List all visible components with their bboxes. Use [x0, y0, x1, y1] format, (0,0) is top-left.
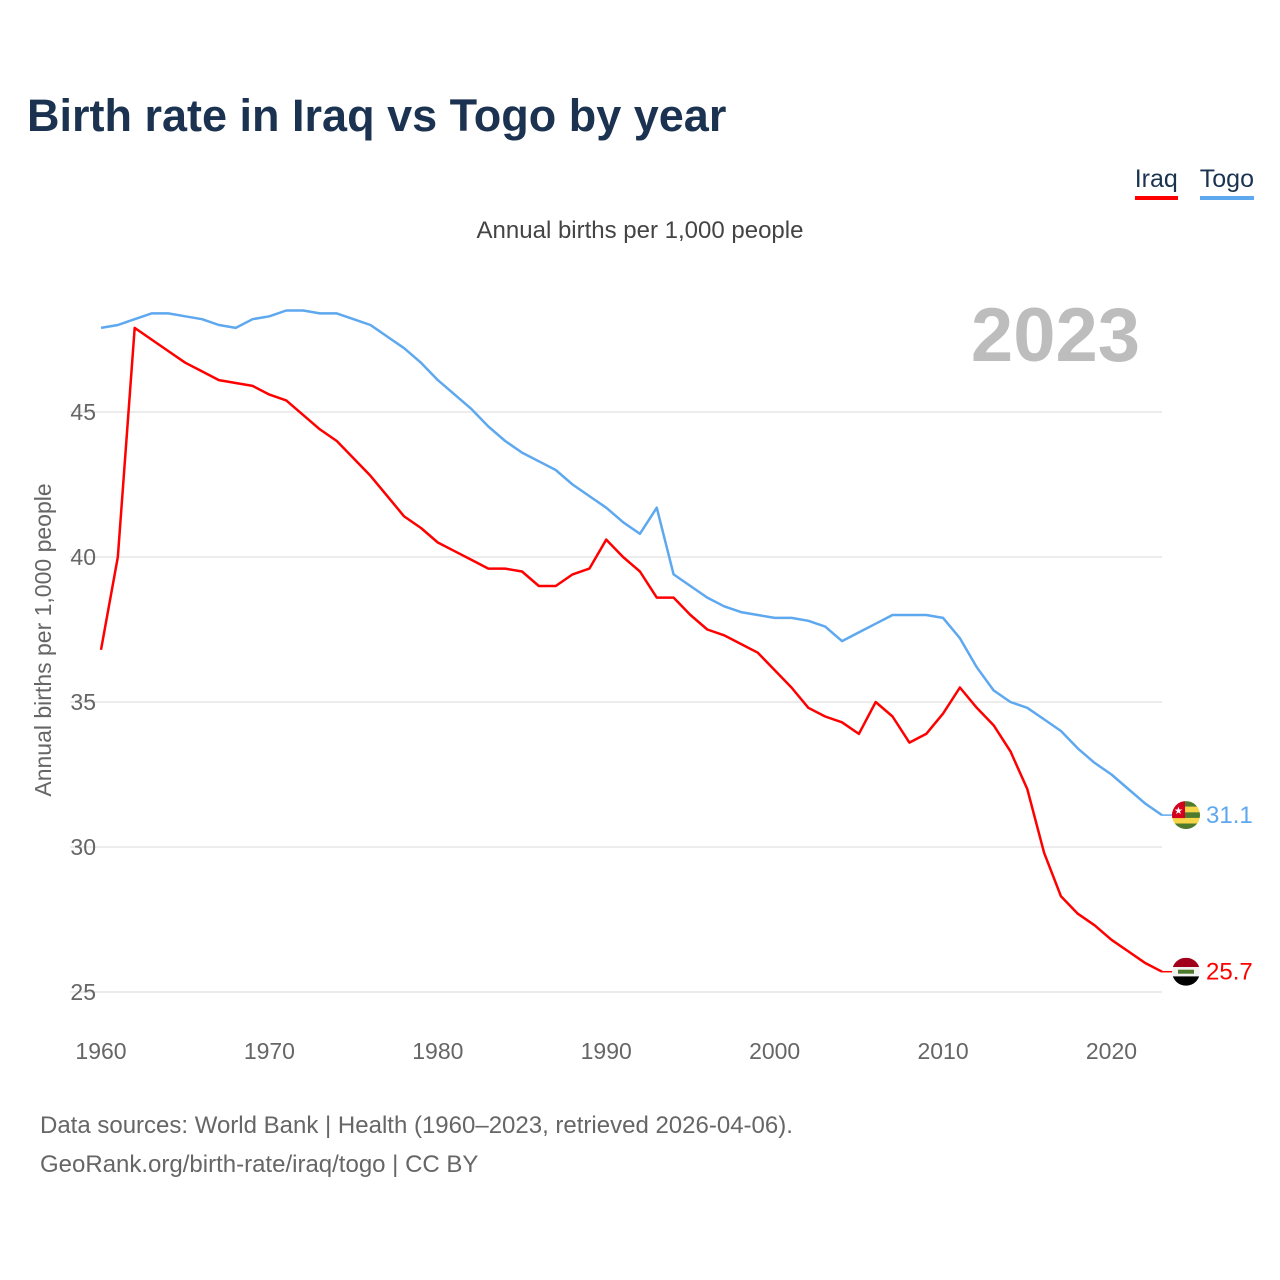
chart-subtitle: Annual births per 1,000 people — [476, 217, 804, 244]
source-line-1: Data sources: World Bank | Health (1960–… — [40, 1112, 793, 1139]
x-tick-label: 1990 — [581, 1038, 632, 1064]
y-tick-label: 40 — [70, 544, 96, 570]
x-tick-label: 1960 — [75, 1038, 126, 1064]
x-tick-label: 2020 — [1086, 1038, 1137, 1064]
y-tick-label: 45 — [70, 399, 96, 425]
togo-flag-icon: ★ — [1172, 801, 1200, 830]
chart-title: Birth rate in Iraq vs Togo by year — [27, 90, 727, 141]
current-year-label: 2023 — [970, 293, 1140, 378]
series-line-iraq — [99, 326, 1163, 973]
legend: Iraq Togo — [1134, 165, 1254, 200]
y-axis-label: Annual births per 1,000 people — [30, 483, 56, 796]
togo-end-value: 31.1 — [1206, 802, 1253, 829]
x-tick-label: 1980 — [412, 1038, 463, 1064]
series-line-togo — [100, 309, 1163, 817]
x-tick-label: 1970 — [244, 1038, 295, 1064]
x-tick-label: 2010 — [917, 1038, 968, 1064]
legend-item-togo[interactable]: Togo — [1199, 165, 1254, 200]
svg-text:★: ★ — [1174, 806, 1183, 817]
source-note: Data sources: World Bank | Health (1960–… — [40, 1106, 793, 1184]
iraq-end-value: 25.7 — [1206, 959, 1253, 986]
y-tick-label: 25 — [70, 979, 96, 1005]
y-tick-label: 30 — [70, 834, 96, 860]
x-tick-label: 2000 — [749, 1038, 800, 1064]
y-tick-label: 35 — [70, 689, 96, 715]
legend-item-iraq[interactable]: Iraq — [1134, 165, 1178, 200]
source-line-2[interactable]: GeoRank.org/birth-rate/iraq/togo | CC BY — [40, 1151, 479, 1178]
iraq-flag-icon — [1172, 957, 1200, 986]
